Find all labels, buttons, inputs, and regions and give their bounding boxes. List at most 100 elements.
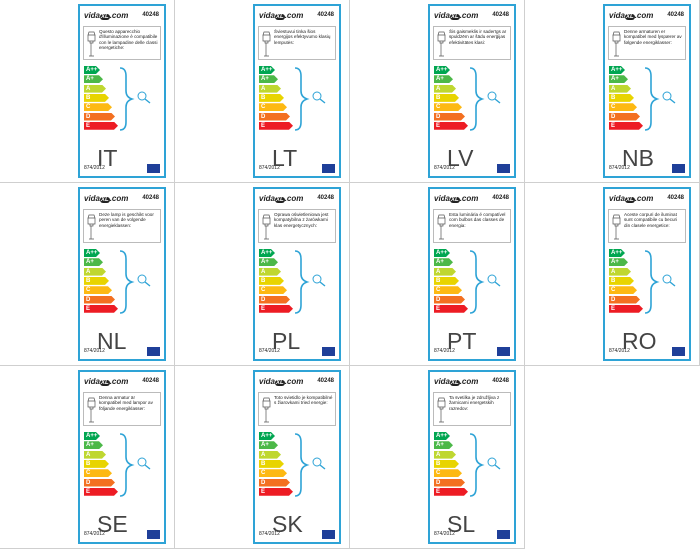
energy-label: vidaXL.com 40248 Šis gaismeklis ir saderīg… <box>428 4 516 178</box>
language-code: PT <box>447 328 477 354</box>
energy-class-bar: D <box>259 296 290 304</box>
bracket-icon <box>468 66 508 137</box>
label-cell: vidaXL.com 40248 Oprawa oświetleniowa jest… <box>175 183 350 366</box>
label-cell: vidaXL.com 40248 Toto svietidlo je kompati… <box>175 366 350 549</box>
energy-class-bar: C <box>84 469 112 477</box>
brand-suffix: .com <box>459 194 479 203</box>
language-code: SL <box>447 511 476 537</box>
energy-class-bar: B <box>84 94 109 102</box>
language-code: PL <box>272 328 301 354</box>
brand-name: vida <box>259 11 276 20</box>
info-box: Šis gaismeklis ir saderīgs ar spuldzēm a… <box>433 26 511 60</box>
energy-class-bar: A++ <box>84 432 100 440</box>
energy-class-bar: D <box>609 296 640 304</box>
brand-logo: vidaXL.com <box>84 377 128 386</box>
energy-class-bar: B <box>434 460 459 468</box>
energy-class-bar: D <box>434 296 465 304</box>
energy-class-bar: D <box>84 113 115 121</box>
energy-class-bar: A++ <box>434 432 450 440</box>
language-code: IT <box>97 145 118 171</box>
product-number: 40248 <box>492 12 509 18</box>
compat-text: Denne armaturen er kompatibel med lyspær… <box>624 29 682 45</box>
brand-logo: vidaXL.com <box>259 194 303 203</box>
energy-class-bar: D <box>609 113 640 121</box>
energy-class-bar: B <box>84 277 109 285</box>
brand-logo: vidaXL.com <box>609 11 653 20</box>
brand-logo: vidaXL.com <box>259 11 303 20</box>
product-number: 40248 <box>492 378 509 384</box>
brand-logo: vidaXL.com <box>434 11 478 20</box>
brand-logo: vidaXL.com <box>434 377 478 386</box>
eu-flag <box>322 164 335 173</box>
brand-mark: XL <box>100 14 110 20</box>
language-code: LT <box>272 145 298 171</box>
brand-suffix: .com <box>459 377 479 386</box>
energy-class-bar: B <box>609 277 634 285</box>
eu-flag <box>322 530 335 539</box>
product-number: 40248 <box>667 12 684 18</box>
energy-class-bar: E <box>434 122 468 130</box>
compat-text: Esta luminária é compatível com bulbos d… <box>449 212 506 228</box>
energy-class-bar: A++ <box>609 249 625 257</box>
language-code: LV <box>447 145 474 171</box>
energy-class-bar: C <box>259 103 287 111</box>
energy-class-bar: A <box>259 451 281 459</box>
compat-text: Toto svietidlo je kompatibilné s žiarovk… <box>274 395 333 406</box>
energy-class-bar: E <box>259 488 293 496</box>
label-cell: vidaXL.com 40248 Šis gaismeklis ir saderīg… <box>350 0 525 183</box>
label-cell: vidaXL.com 40248 Denna armatur är kompatib… <box>0 366 175 549</box>
energy-class-bar: A++ <box>434 66 450 74</box>
energy-class-bar: C <box>434 469 462 477</box>
energy-class-bar: B <box>609 94 634 102</box>
label-cell: vidaXL.com 40248 Esta luminária é compatív… <box>350 183 525 366</box>
brand-mark: XL <box>100 380 110 386</box>
energy-class-bar: D <box>259 113 290 121</box>
energy-class-bar: A++ <box>259 249 275 257</box>
brand-mark: XL <box>450 197 460 203</box>
regulation: 874/2012 <box>434 348 455 354</box>
brand-name: vida <box>259 377 276 386</box>
info-box: Denna armatur är kompatibel med lampor a… <box>83 392 161 426</box>
energy-class-bar: A+ <box>259 75 278 83</box>
regulation: 874/2012 <box>259 531 280 537</box>
regulation: 874/2012 <box>609 165 630 171</box>
energy-label: vidaXL.com 40248 Aceste corpuri de ilumina… <box>603 187 691 361</box>
energy-class-bar: C <box>84 103 112 111</box>
brand-mark: XL <box>625 197 635 203</box>
product-number: 40248 <box>492 195 509 201</box>
energy-class-bar: A <box>84 85 106 93</box>
energy-class-bar: C <box>259 469 287 477</box>
label-cell: vidaXL.com 40248 Questo apparecchio d'illu… <box>0 0 175 183</box>
regulation: 874/2012 <box>84 165 105 171</box>
energy-class-bar: A <box>259 268 281 276</box>
brand-name: vida <box>84 377 101 386</box>
info-box: Questo apparecchio d'illuminazione è com… <box>83 26 161 60</box>
eu-flag <box>497 164 510 173</box>
brand-suffix: .com <box>109 11 129 20</box>
brand-suffix: .com <box>634 194 654 203</box>
eu-flag <box>497 347 510 356</box>
energy-class-bar: E <box>84 488 118 496</box>
eu-flag <box>322 347 335 356</box>
energy-class-bar: C <box>84 286 112 294</box>
energy-label: vidaXL.com 40248 Šviestuvui tinka šios ene… <box>253 4 341 178</box>
bracket-icon <box>468 432 508 503</box>
energy-class-bar: A++ <box>84 249 100 257</box>
energy-class-bar: C <box>434 286 462 294</box>
brand-suffix: .com <box>109 194 129 203</box>
brand-mark: XL <box>275 14 285 20</box>
regulation: 874/2012 <box>259 165 280 171</box>
label-cell: vidaXL.com 40248 Deze lamp is geschikt voo… <box>0 183 175 366</box>
energy-class-bar: A+ <box>84 258 103 266</box>
energy-class-bar: B <box>259 277 284 285</box>
energy-class-bar: A <box>609 85 631 93</box>
energy-class-bar: C <box>434 103 462 111</box>
product-number: 40248 <box>317 378 334 384</box>
product-number: 40248 <box>142 378 159 384</box>
eu-flag <box>672 164 685 173</box>
info-box: Oprawa oświetleniowa jest kompatybilna z… <box>258 209 336 243</box>
compat-text: Deze lamp is geschikt voor peren van de … <box>99 212 154 228</box>
product-number: 40248 <box>317 195 334 201</box>
compat-text: Šis gaismeklis ir saderīgs ar spuldzēm a… <box>449 29 507 45</box>
energy-label: vidaXL.com 40248 Toto svietidlo je kompati… <box>253 370 341 544</box>
